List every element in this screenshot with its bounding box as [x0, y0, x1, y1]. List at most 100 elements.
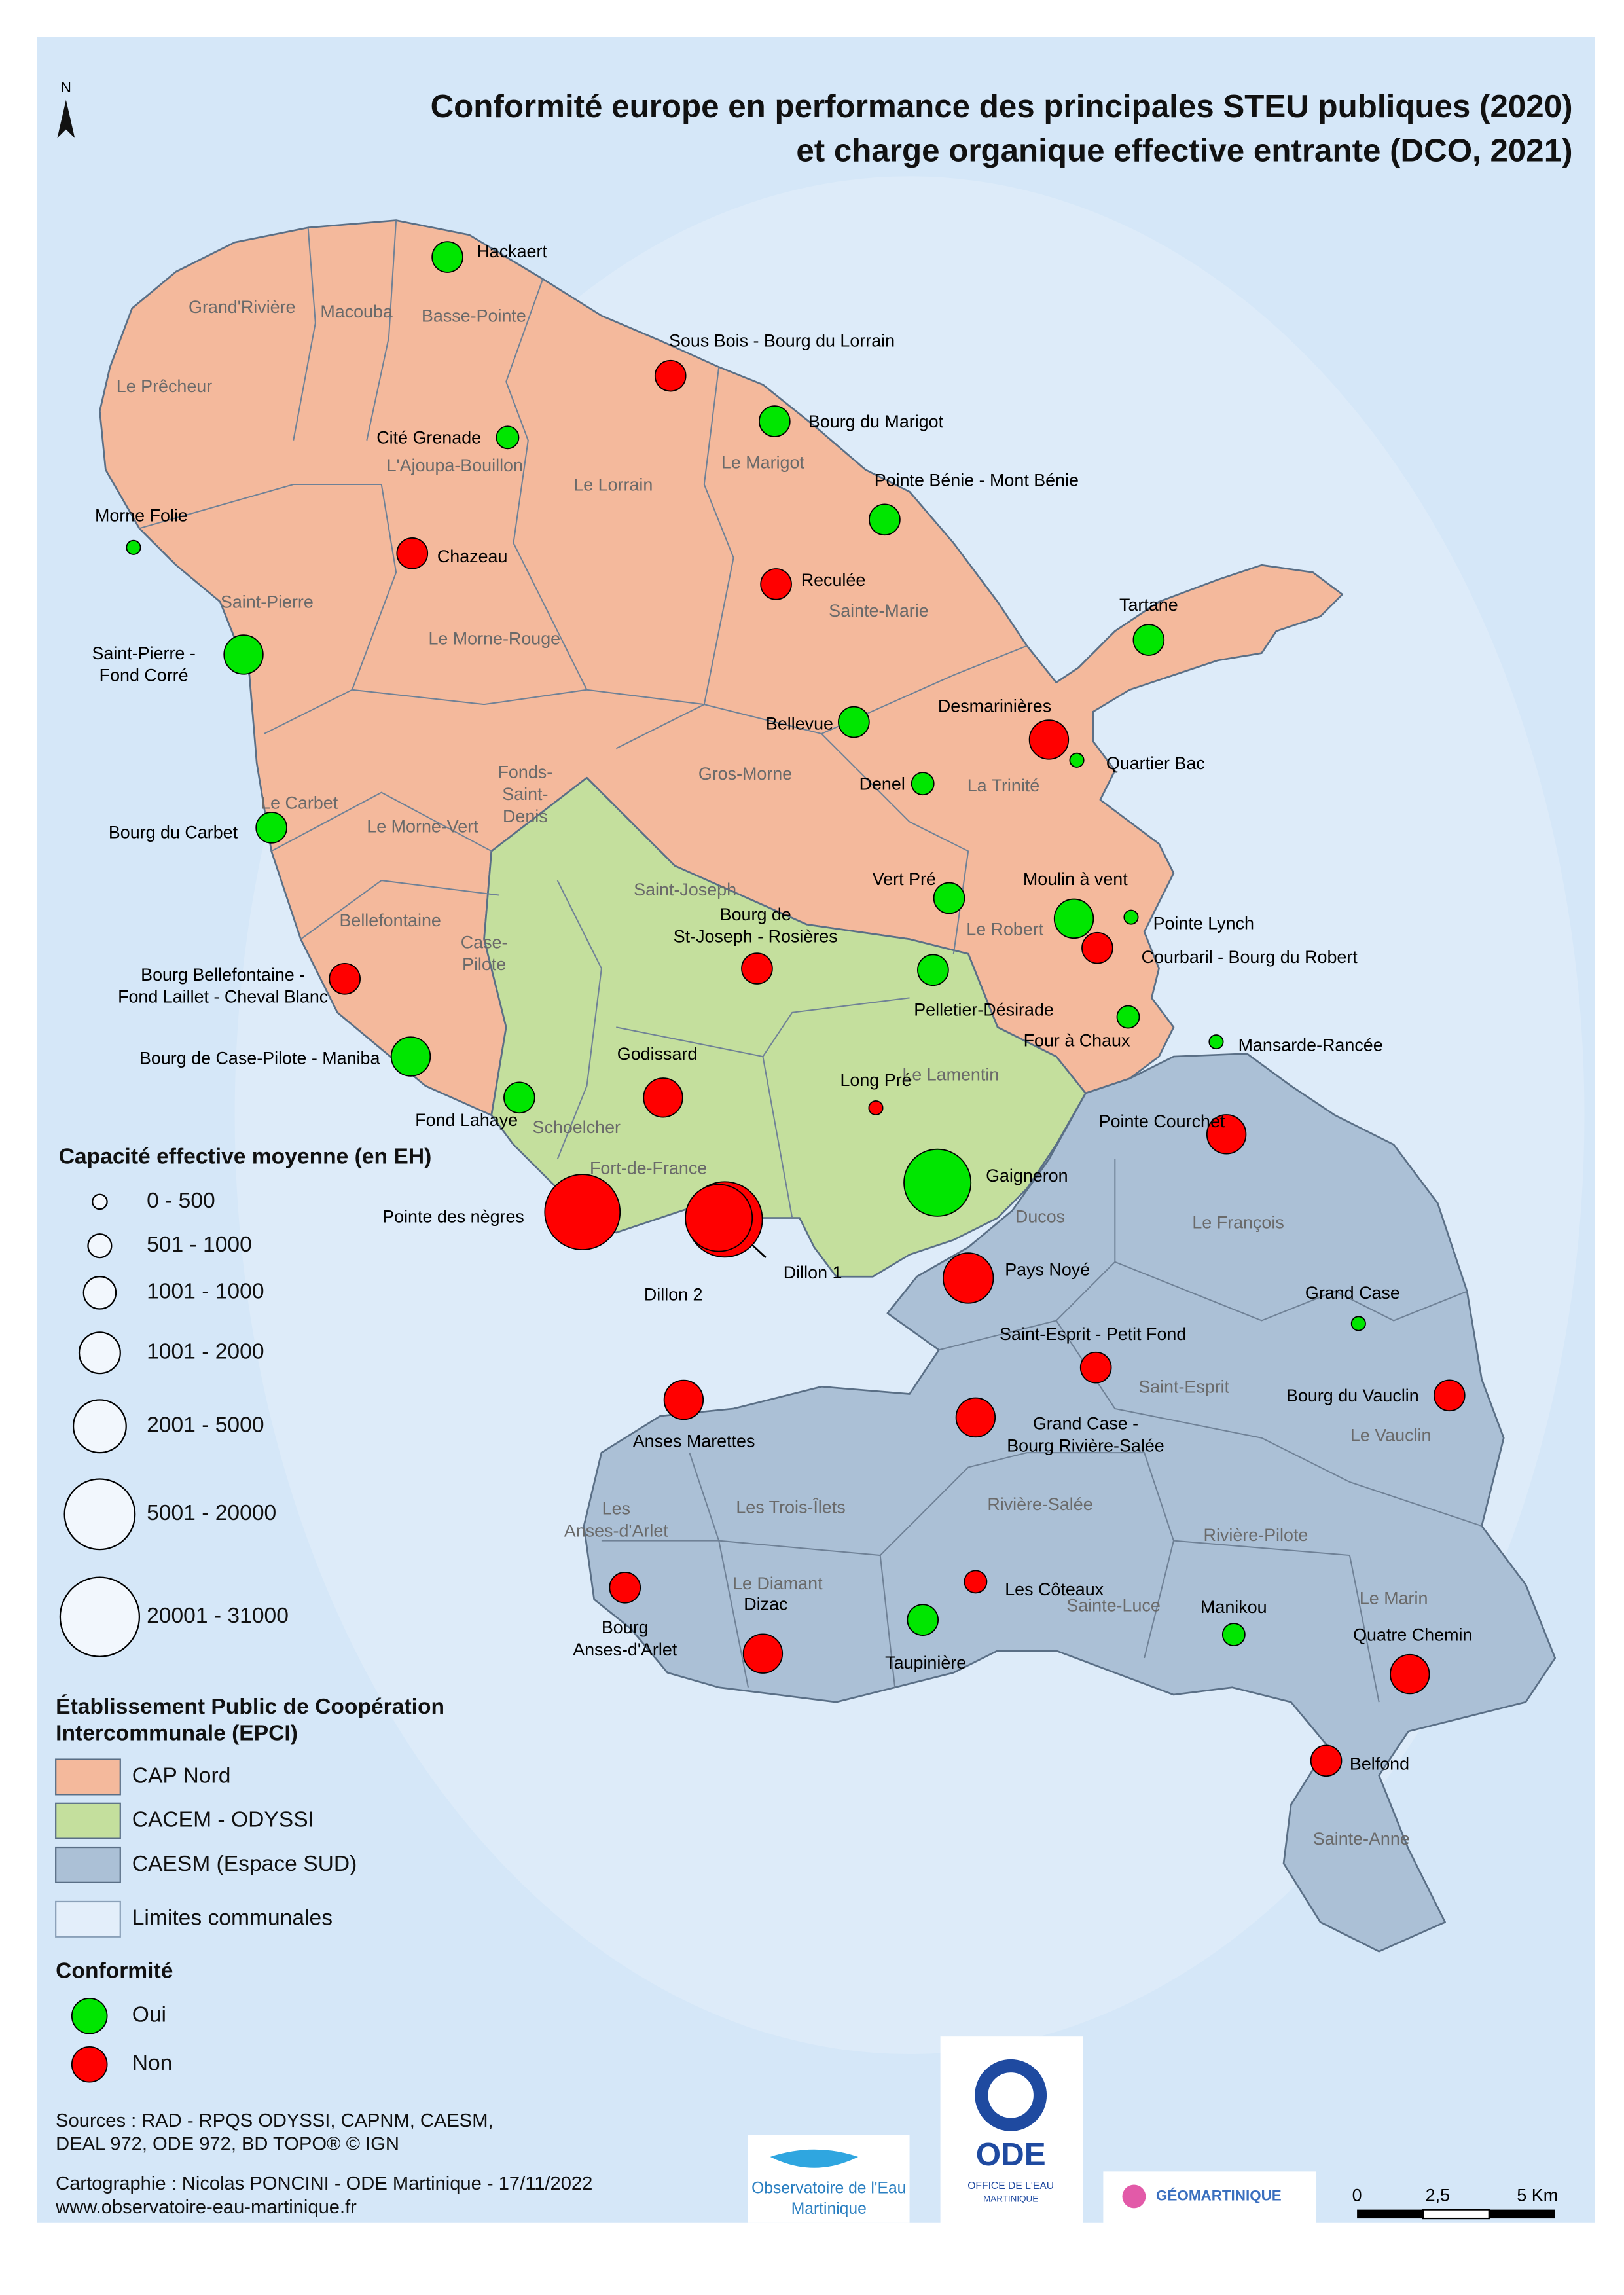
- commune-label: Denis: [503, 806, 548, 826]
- legend-size-label: 5001 - 20000: [147, 1501, 276, 1525]
- commune-limit: [556, 880, 602, 1160]
- credits: Cartographie : Nicolas PONCINI - ODE Mar…: [56, 2173, 592, 2194]
- commune-label: Case-: [461, 933, 508, 952]
- station-marker: [255, 812, 287, 844]
- commune-label: Gros-Morne: [698, 764, 792, 784]
- scale-label: 5 Km: [1517, 2186, 1558, 2205]
- legend-label: Limites communales: [132, 1906, 333, 1930]
- station-marker: [1208, 1034, 1224, 1050]
- station-marker: [431, 241, 463, 273]
- legend-title: Conformité: [56, 1959, 173, 1983]
- logo-box: [748, 2135, 910, 2223]
- commune-label: Grand'Rivière: [189, 297, 295, 317]
- legend-size-circle: [72, 1399, 127, 1454]
- station-marker: [1081, 931, 1113, 964]
- station-label: Pointe des nègres: [382, 1207, 524, 1227]
- station-marker: [964, 1570, 988, 1594]
- commune-limit: [271, 791, 492, 852]
- station-marker: [503, 1081, 535, 1114]
- station-label: Reculée: [801, 570, 866, 590]
- station-marker: [838, 706, 870, 738]
- legend-label: CAESM (Espace SUD): [132, 1852, 357, 1876]
- station-label: Four à Chaux: [1024, 1031, 1130, 1051]
- scale-label: 2,5: [1426, 2186, 1450, 2205]
- legend-size-circle: [78, 1331, 121, 1375]
- logo-text: Martinique: [791, 2200, 867, 2218]
- station-marker: [1116, 1005, 1140, 1029]
- station-label: Cité Grenade: [376, 428, 481, 448]
- station-label: Bourg de: [720, 905, 791, 924]
- scale-label: 0: [1352, 2186, 1362, 2205]
- commune-label: Le Robert: [966, 919, 1044, 939]
- legend-size-label: 1001 - 2000: [147, 1340, 264, 1364]
- station-marker: [868, 1100, 884, 1116]
- station-marker: [1310, 1744, 1343, 1777]
- scale-segment: [1357, 2209, 1423, 2219]
- station-marker: [126, 539, 141, 555]
- legend-size-label: 501 - 1000: [147, 1233, 252, 1257]
- commune-label: Le Lamentin: [902, 1064, 999, 1084]
- legend-label: CAP Nord: [132, 1763, 231, 1788]
- title-line: Conformité europe en performance des pri…: [431, 88, 1573, 124]
- commune-limit: [293, 227, 316, 441]
- logo-text: GÉOMARTINIQUE: [1156, 2187, 1282, 2203]
- commune-label: La Trinité: [967, 776, 1040, 795]
- station-label: Bourg du Carbet: [109, 822, 238, 842]
- station-label: Godissard: [617, 1044, 698, 1064]
- station-marker: [685, 1184, 753, 1252]
- station-marker: [869, 503, 901, 536]
- station-label: Morne Folie: [95, 505, 188, 525]
- commune-limit: [615, 367, 734, 750]
- commune-label: Rivière-Pilote: [1204, 1525, 1308, 1545]
- commune-label: Les: [602, 1499, 630, 1519]
- station-label: Bellevue: [766, 714, 833, 734]
- station-label: Bourg du Vauclin: [1286, 1386, 1419, 1405]
- station-label: Dillon 1: [784, 1263, 842, 1282]
- station-label: Sous Bois - Bourg du Lorrain: [669, 331, 895, 351]
- station-label: Manikou: [1200, 1597, 1267, 1617]
- station-label: Taupinière: [885, 1653, 966, 1672]
- commune-limits: [139, 220, 1482, 1703]
- commune-limit: [601, 1540, 749, 1688]
- station-marker: [396, 537, 429, 569]
- legend-conformity-marker: [71, 2046, 108, 2083]
- commune-limit: [879, 1555, 896, 1688]
- land: [99, 219, 1557, 1953]
- url: www.observatoire-eau-martinique.fr: [55, 2197, 357, 2218]
- legend-swatch: [55, 1900, 121, 1938]
- station-marker: [496, 425, 520, 450]
- commune-label: Les Trois-Îlets: [736, 1496, 845, 1517]
- legend-size-circle: [87, 1233, 113, 1259]
- stations: Hackaert Sous Bois - Bourg du Lorrain Bour…: [92, 241, 1472, 1777]
- station-label: Bourg du Marigot: [808, 412, 944, 431]
- station-marker: [643, 1077, 683, 1118]
- station-label: Denel: [859, 774, 905, 794]
- station-marker: [942, 1252, 994, 1304]
- commune-label: Anses-d'Arlet: [564, 1521, 669, 1540]
- station-marker: [329, 962, 361, 995]
- station-marker: [1079, 1351, 1112, 1384]
- sources: DEAL 972, ODE 972, BD TOPO® © IGN: [56, 2134, 399, 2155]
- station-marker: [1132, 624, 1165, 656]
- commune-label: Le Marigot: [721, 453, 805, 473]
- logo-shape: [1122, 2184, 1146, 2209]
- legend-label: Non: [132, 2051, 173, 2076]
- station-marker: [911, 772, 935, 796]
- station-marker: [1433, 1379, 1466, 1412]
- logo-text: OFFICE DE L'EAU: [967, 2180, 1054, 2192]
- station-marker: [663, 1379, 704, 1420]
- legend-swatch: [55, 1758, 121, 1796]
- commune-label: Schoelcher: [533, 1117, 621, 1137]
- commune-limit: [1114, 1261, 1468, 1322]
- legend-swatch: [55, 1846, 121, 1883]
- station-marker: [1390, 1653, 1430, 1695]
- station-marker: [1028, 719, 1070, 760]
- sources: Sources : RAD - RPQS ODYSSI, CAPNM, CAES…: [56, 2110, 493, 2131]
- station-label: Saint-Esprit - Petit Fond: [1000, 1324, 1186, 1344]
- station-label: Fond Laillet - Cheval Blanc: [118, 987, 328, 1007]
- station-label: Dizac: [744, 1594, 787, 1614]
- legend-title: Intercommunale (EPCI): [56, 1721, 298, 1745]
- commune-label: Le Diamant: [732, 1574, 823, 1593]
- commune-label: L'Ajoupa-Bouillon: [387, 456, 523, 475]
- station-marker: [390, 1036, 431, 1077]
